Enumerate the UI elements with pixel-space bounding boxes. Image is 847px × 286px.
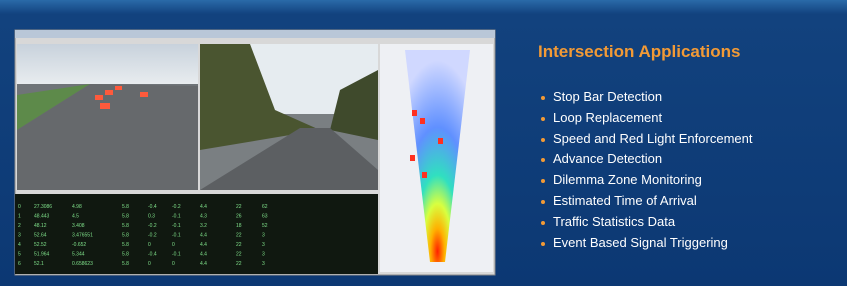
table-cell: 5.344 <box>72 252 85 258</box>
table-cell: 0.3 <box>148 214 155 220</box>
table-cell: 3.2 <box>200 223 207 229</box>
table-cell: -0.1 <box>172 214 181 220</box>
table-cell: 5.8 <box>122 242 129 248</box>
bullet: Estimated Time of Arrival <box>540 191 752 212</box>
table-cell: -0.4 <box>148 252 157 258</box>
table-cell: 3 <box>262 242 265 248</box>
table-cell: 3 <box>262 233 265 239</box>
bullet: Speed and Red Light Enforcement <box>540 129 752 150</box>
table-cell: 4 <box>18 242 21 248</box>
table-cell: 22 <box>236 233 242 239</box>
table-cell: 4.4 <box>200 204 207 210</box>
table-cell: 5.8 <box>122 233 129 239</box>
table-cell: 4.98 <box>72 204 82 210</box>
table-cell: 3 <box>18 233 21 239</box>
data-table <box>15 194 378 274</box>
table-cell: 63 <box>262 214 268 220</box>
bullet: Dilemma Zone Monitoring <box>540 170 752 191</box>
bullet: Stop Bar Detection <box>540 87 752 108</box>
table-cell: 0 <box>148 261 151 267</box>
table-cell: 3.476551 <box>72 233 93 239</box>
table-cell: 0 <box>18 204 21 210</box>
table-cell: 48.443 <box>34 214 50 220</box>
table-cell: 22 <box>236 261 242 267</box>
table-cell: 27.3086 <box>34 204 52 210</box>
table-cell: 22 <box>236 252 242 258</box>
bullet: Advance Detection <box>540 149 752 170</box>
slide: 027.30864.985.8-0.4-0.24.42262148.4434.5… <box>0 0 847 286</box>
table-cell: -0.2 <box>172 204 181 210</box>
table-cell: 5.8 <box>122 214 129 220</box>
table-cell: 3 <box>262 252 265 258</box>
table-cell: 1 <box>18 214 21 220</box>
table-cell: 2 <box>18 223 21 229</box>
table-cell: 22 <box>236 242 242 248</box>
table-cell: -0.1 <box>172 233 181 239</box>
table-cell: 51.964 <box>34 252 50 258</box>
table-cell: 5.8 <box>122 261 129 267</box>
table-cell: 4.5 <box>72 214 79 220</box>
table-cell: -0.4 <box>148 204 157 210</box>
table-cell: -0.1 <box>172 252 181 258</box>
table-cell: 3.408 <box>72 223 85 229</box>
table-cell: 26 <box>236 214 242 220</box>
table-cell: 5 <box>18 252 21 258</box>
table-cell: -0.2 <box>148 223 157 229</box>
table-cell: 4.4 <box>200 261 207 267</box>
bullet: Event Based Signal Triggering <box>540 233 752 254</box>
table-cell: -0.1 <box>172 223 181 229</box>
table-cell: -0.2 <box>148 233 157 239</box>
table-cell: 52.1 <box>34 261 44 267</box>
table-cell: 18 <box>236 223 242 229</box>
table-cell: 52 <box>262 223 268 229</box>
table-cell: 5.8 <box>122 223 129 229</box>
table-cell: 4.4 <box>200 242 207 248</box>
table-cell: 62 <box>262 204 268 210</box>
table-cell: 4.4 <box>200 233 207 239</box>
table-cell: 0.658623 <box>72 261 93 267</box>
table-cell: -0.652 <box>72 242 86 248</box>
table-cell: 0 <box>172 261 175 267</box>
table-cell: 5.8 <box>122 252 129 258</box>
table-cell: 48.12 <box>34 223 47 229</box>
bullet: Loop Replacement <box>540 108 752 129</box>
table-cell: 0 <box>148 242 151 248</box>
table-cell: 4.4 <box>200 252 207 258</box>
table-cell: 52.52 <box>34 242 47 248</box>
table-cell: 22 <box>236 204 242 210</box>
table-cell: 4.3 <box>200 214 207 220</box>
panel-title: Intersection Applications <box>538 42 740 62</box>
table-cell: 3 <box>262 261 265 267</box>
bullet: Traffic Statistics Data <box>540 212 752 233</box>
table-cell: 6 <box>18 261 21 267</box>
table-cell: 5.8 <box>122 204 129 210</box>
table-cell: 0 <box>172 242 175 248</box>
table-cell: 52.64 <box>34 233 47 239</box>
